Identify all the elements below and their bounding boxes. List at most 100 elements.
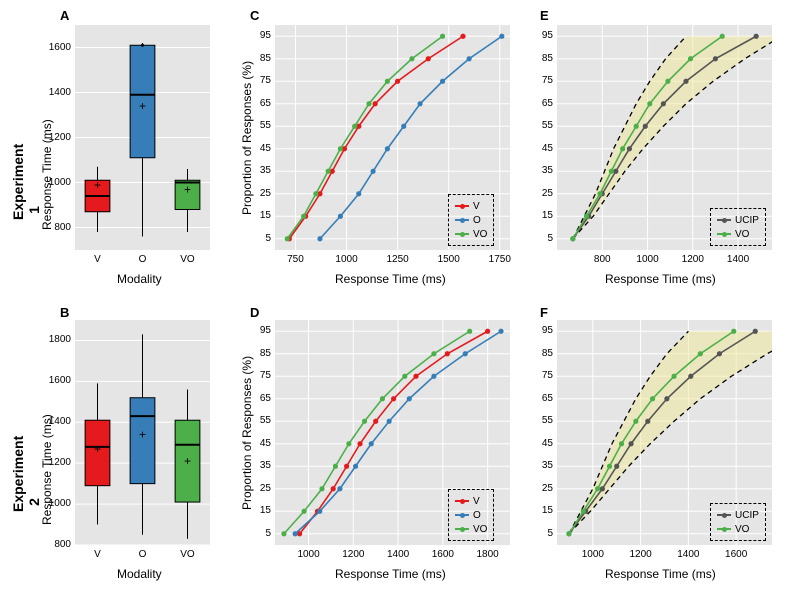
ytick-label: 5 [527,528,553,539]
ytick-label: 25 [245,188,271,199]
xtick-label: 1600 [427,549,459,560]
xtick-label: 1600 [720,549,752,560]
panel-letter-a: A [60,8,69,23]
ytick-label: 95 [245,325,271,336]
xlabel-d: Response Time (ms) [335,567,446,581]
ytick-label: 45 [245,438,271,449]
legend-item: V [455,199,487,213]
ytick-label: 65 [527,393,553,404]
xtick-label: 1200 [625,549,657,560]
xlabel-b: Modality [117,567,162,581]
xtick-label: 1800 [472,549,504,560]
legend-item: O [455,213,487,227]
xtick-label: 1200 [337,549,369,560]
ytick-label: 1000 [45,177,71,188]
xtick-label: 1500 [433,254,465,265]
svg-text:+: + [94,442,101,456]
legend-item: VO [717,227,759,241]
figure: Experiment 1 Experiment 2 A B C D E F ++… [0,0,787,607]
ytick-label: 85 [245,348,271,359]
ytick-label: 75 [245,370,271,381]
xtick-label: VO [178,549,198,560]
ytick-label: 1600 [45,42,71,53]
xtick-label: 1000 [577,549,609,560]
ytick-label: 45 [245,143,271,154]
ytick-label: 800 [45,222,71,233]
ytick-label: 1400 [45,416,71,427]
ytick-label: 35 [245,460,271,471]
ytick-label: 25 [245,483,271,494]
xtick-label: 1000 [293,549,325,560]
ytick-label: 25 [527,483,553,494]
panel-a: +++ [75,25,210,250]
xtick-label: V [88,254,108,265]
legend: VOVO [448,489,494,541]
row-label-exp1: Experiment 1 [10,200,42,220]
ytick-label: 5 [527,233,553,244]
svg-text:+: + [184,182,191,196]
ytick-label: 75 [245,75,271,86]
legend-item: VO [455,227,487,241]
legend-label: V [473,201,480,212]
ytick-label: 95 [527,30,553,41]
legend-label: VO [735,229,749,240]
panel-b: + + + [75,320,210,545]
ytick-label: 35 [245,165,271,176]
xtick-label: 800 [586,254,618,265]
xtick-label: 1400 [382,549,414,560]
ytick-label: 75 [527,370,553,381]
ytick-label: 1200 [45,132,71,143]
panel-letter-b: B [60,305,69,320]
xtick-label: 1250 [382,254,414,265]
ytick-label: 85 [245,53,271,64]
xtick-label: VO [178,254,198,265]
xtick-label: 1000 [632,254,664,265]
ytick-label: 15 [527,210,553,221]
panel-letter-c: C [250,8,259,23]
ytick-label: 65 [527,98,553,109]
svg-text:+: + [184,454,191,468]
xtick-label: 1750 [484,254,516,265]
ytick-label: 55 [527,120,553,131]
legend-item: UCIP [717,508,759,522]
xlabel-c: Response Time (ms) [335,272,446,286]
ytick-label: 1600 [45,375,71,386]
legend-item: VO [717,522,759,536]
ytick-label: 65 [245,98,271,109]
ytick-label: 15 [245,210,271,221]
legend: UCIP VO [710,503,766,541]
ytick-label: 55 [245,415,271,426]
ytick-label: 1200 [45,457,71,468]
legend-item: V [455,494,487,508]
ytick-label: 85 [527,53,553,64]
ytick-label: 95 [245,30,271,41]
xtick-label: 1200 [677,254,709,265]
ytick-label: 95 [527,325,553,336]
ytick-label: 35 [527,460,553,471]
legend-item: VO [455,522,487,536]
ytick-label: 35 [527,165,553,176]
ytick-label: 55 [245,120,271,131]
ytick-label: 1000 [45,498,71,509]
xlabel-a: Modality [117,272,162,286]
legend-item: O [455,508,487,522]
ytick-label: 15 [245,505,271,516]
row-label-exp2: Experiment 2 [10,492,42,512]
ytick-label: 1400 [45,87,71,98]
ytick-label: 15 [527,505,553,516]
xtick-label: O [133,549,153,560]
ytick-label: 5 [245,528,271,539]
legend: VOVO [448,194,494,246]
xtick-label: 1400 [722,254,754,265]
svg-text:+: + [94,178,101,192]
legend-label: O [473,510,481,521]
legend-label: VO [735,524,749,535]
xtick-label: 750 [279,254,311,265]
ytick-label: 45 [527,438,553,449]
legend: UCIPVO [710,208,766,246]
svg-text:+: + [139,428,146,442]
ytick-label: 85 [527,348,553,359]
ytick-label: 75 [527,75,553,86]
ytick-label: 25 [527,188,553,199]
legend-label: O [473,215,481,226]
